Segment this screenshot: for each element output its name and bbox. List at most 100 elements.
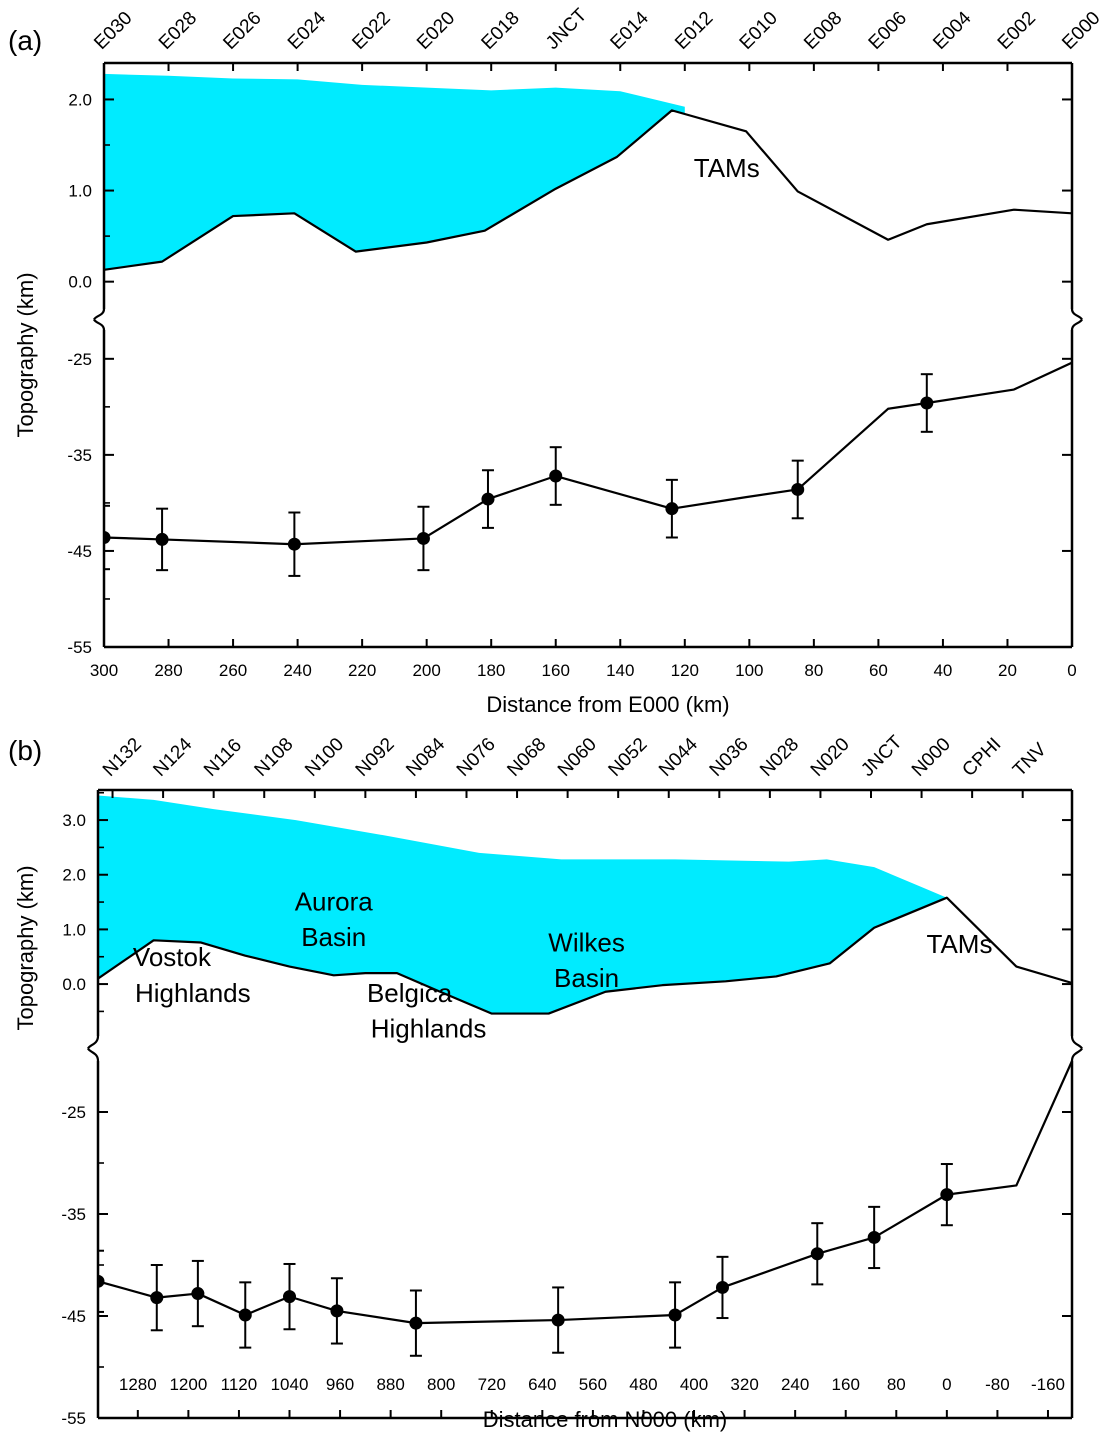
moho-data-point xyxy=(715,1280,729,1294)
x-tick-label: 560 xyxy=(579,1375,607,1394)
x-tick-label: 0 xyxy=(1067,661,1076,680)
moho-data-point xyxy=(665,502,679,516)
panel-b: 1280 1200 1120 1040 960 880 800 720 640 560 480 400… xyxy=(8,731,1083,1432)
moho-point xyxy=(665,478,679,539)
station-label: N124 xyxy=(149,734,196,781)
region-annotation: TAMs xyxy=(927,929,993,959)
y-tick-label-topo: 0.0 xyxy=(68,273,92,292)
x-tick-label: 800 xyxy=(427,1375,455,1394)
station-label: N028 xyxy=(756,734,803,781)
moho-data-point xyxy=(551,1313,565,1327)
bedrock-topography-line xyxy=(98,896,1072,1015)
axis-break-symbol xyxy=(93,308,106,331)
x-tick-label: 960 xyxy=(326,1375,354,1394)
x-tick-label: 180 xyxy=(477,661,505,680)
station-label: N076 xyxy=(453,734,500,781)
x-tick-label: 200 xyxy=(412,661,440,680)
moho-point xyxy=(416,505,430,572)
x-tick-label: 1280 xyxy=(119,1375,157,1394)
moho-data-point xyxy=(155,532,169,546)
moho-point xyxy=(940,1163,954,1227)
moho-data-point xyxy=(416,531,430,545)
y-tick-label-moho: -55 xyxy=(67,638,92,657)
station-label: N084 xyxy=(402,734,449,781)
x-tick-label: 300 xyxy=(90,661,118,680)
station-label: N092 xyxy=(352,734,399,781)
x-tick-label: 160 xyxy=(542,661,570,680)
x-tick-label: 240 xyxy=(283,661,311,680)
x-tick-label: 20 xyxy=(998,661,1017,680)
x-tick-label: 1120 xyxy=(221,1375,258,1394)
plot-area xyxy=(98,795,1072,1357)
station-label: N044 xyxy=(655,734,702,781)
axes-frame xyxy=(96,788,1074,1420)
moho-point xyxy=(791,459,805,520)
y-tick-label-topo: 1.0 xyxy=(68,182,92,201)
x-tick-label: 1200 xyxy=(169,1375,207,1394)
station-label: N068 xyxy=(503,734,550,781)
moho-point xyxy=(287,511,301,577)
region-annotation: Vostok xyxy=(133,942,212,972)
moho-depth-line xyxy=(98,1060,1072,1325)
station-label: E024 xyxy=(284,7,331,54)
station-label: E012 xyxy=(671,8,717,54)
x-tick-label: 240 xyxy=(781,1375,809,1394)
region-annotation: Belgica xyxy=(367,978,453,1008)
moho-data-point xyxy=(409,1316,423,1330)
moho-point xyxy=(551,1286,565,1354)
axes-frame xyxy=(102,61,1074,649)
x-tick-label: 880 xyxy=(376,1375,404,1394)
station-label: E028 xyxy=(155,8,201,54)
moho-data-point xyxy=(481,492,495,506)
station-label: N100 xyxy=(301,734,348,781)
x-tick-label: 220 xyxy=(348,661,376,680)
station-label: E022 xyxy=(348,8,394,54)
moho-point xyxy=(155,507,169,572)
station-label: E014 xyxy=(607,7,654,54)
station-label: E002 xyxy=(994,8,1040,54)
station-label: N116 xyxy=(200,735,246,781)
moho-data-point xyxy=(330,1304,344,1318)
y-axis-title: Topography (km) xyxy=(13,272,38,437)
y-tick-label-moho: -35 xyxy=(61,1205,86,1224)
x-tick-label: -160 xyxy=(1031,1375,1065,1394)
y-tick-label-moho: -25 xyxy=(67,350,92,369)
x-tick-label: 640 xyxy=(528,1375,556,1394)
moho-data-point xyxy=(283,1290,297,1304)
x-tick-label: 400 xyxy=(680,1375,708,1394)
station-label: E004 xyxy=(929,7,976,54)
x-tick-label: 720 xyxy=(478,1375,506,1394)
moho-data-point xyxy=(549,469,563,483)
x-tick-label: 260 xyxy=(219,661,247,680)
moho-point xyxy=(104,504,111,571)
x-axis-title: Distance from E000 (km) xyxy=(486,692,729,717)
moho-point xyxy=(668,1281,682,1349)
y-tick-label-moho: -55 xyxy=(61,1409,86,1428)
moho-point xyxy=(238,1281,252,1349)
moho-point xyxy=(715,1255,729,1320)
station-label: E006 xyxy=(865,8,911,54)
station-label: N132 xyxy=(99,734,146,781)
panel-label: (b) xyxy=(8,735,42,766)
x-tick-label: 140 xyxy=(606,661,634,680)
moho-data-point xyxy=(287,537,301,551)
moho-data-point xyxy=(150,1291,164,1305)
moho-point xyxy=(549,446,563,506)
station-label: N020 xyxy=(807,734,854,781)
moho-data-point xyxy=(98,1274,105,1288)
region-annotation: Aurora xyxy=(295,886,374,916)
moho-data-point xyxy=(791,482,805,496)
bedrock-topography-line xyxy=(104,109,1072,271)
station-label: N036 xyxy=(706,734,753,781)
moho-data-point xyxy=(238,1308,252,1322)
moho-point xyxy=(810,1222,824,1286)
moho-point xyxy=(330,1277,344,1345)
x-tick-label: 160 xyxy=(832,1375,860,1394)
moho-data-point xyxy=(191,1287,205,1301)
region-annotation: TAMs xyxy=(694,153,760,183)
ice-sheet-fill xyxy=(104,73,685,270)
moho-point xyxy=(283,1262,297,1331)
ice-sheet-fill xyxy=(98,795,947,1014)
x-tick-label: 280 xyxy=(154,661,182,680)
x-tick-label: 0 xyxy=(942,1375,951,1394)
